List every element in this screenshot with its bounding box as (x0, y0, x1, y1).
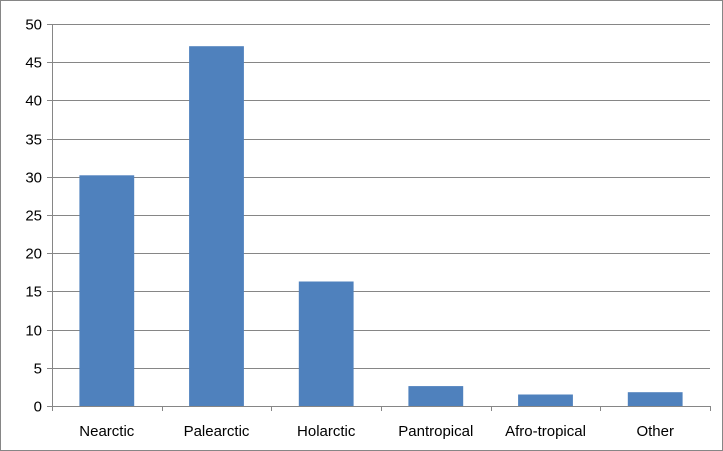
x-tick-label: Afro-tropical (505, 423, 586, 440)
y-tick-label: 10 (25, 323, 42, 340)
bar-holarctic (298, 281, 354, 406)
bar-afro-tropical (518, 394, 573, 406)
y-tick-label: 25 (25, 208, 42, 225)
x-tick-labels: Nearctic Palearctic Holarctic Pantropical Af… (79, 423, 674, 440)
x-tick-label: Holarctic (297, 423, 356, 440)
x-tick-label: Nearctic (79, 423, 135, 440)
x-tick-label: Palearctic (184, 423, 250, 440)
gridlines (52, 24, 710, 369)
x-tick-label: Pantropical (398, 423, 473, 440)
y-tick-label: 5 (34, 361, 42, 378)
y-tick-label: 35 (25, 132, 42, 149)
y-tick-label: 40 (25, 93, 42, 110)
x-tick-label: Other (636, 423, 674, 440)
bar-other (627, 392, 683, 406)
y-tick-labels: 0 5 10 15 20 25 30 35 40 45 50 (25, 17, 42, 416)
bar-palearctic (189, 46, 244, 406)
y-tick-label: 20 (25, 246, 42, 263)
bar-pantropical (408, 386, 464, 406)
bar-nearctic (79, 175, 135, 406)
y-tick-label: 15 (25, 284, 42, 301)
y-tick-label: 45 (25, 55, 42, 72)
bars (79, 46, 683, 406)
y-tick-label: 30 (25, 170, 42, 187)
axes (47, 24, 711, 411)
y-tick-label: 0 (34, 399, 42, 416)
y-tick-label: 50 (25, 17, 42, 34)
